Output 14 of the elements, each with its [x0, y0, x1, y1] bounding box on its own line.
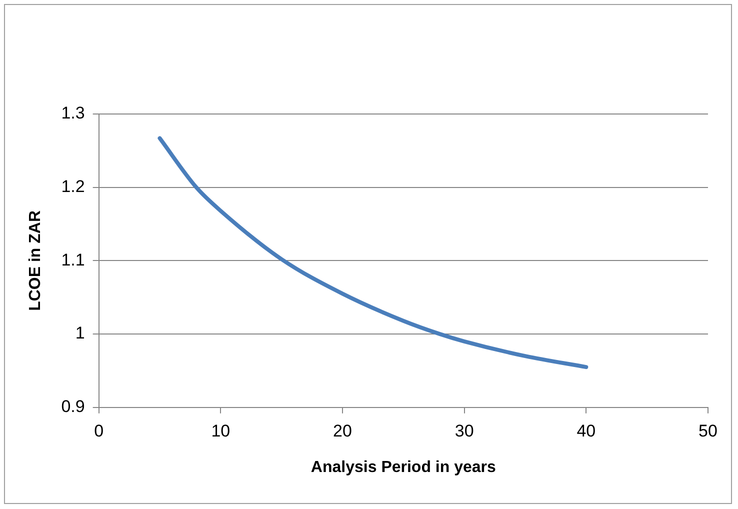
x-tick-label: 0	[94, 421, 104, 440]
x-tick-label: 50	[698, 421, 718, 440]
x-tick-label: 10	[211, 421, 230, 440]
x-tick-label: 20	[333, 421, 352, 440]
y-axis-title: LCOE in ZAR	[27, 210, 44, 311]
x-axis-title: Analysis Period in years	[310, 458, 496, 476]
y-tick-label: 1.3	[61, 104, 85, 123]
x-tick-label: 40	[576, 421, 596, 440]
y-tick-label: 1.1	[61, 250, 85, 270]
y-tick-label: 1	[75, 324, 85, 343]
y-tick-label: 0.9	[61, 397, 85, 416]
x-tick-label: 30	[454, 421, 474, 440]
y-tick-label: 1.2	[61, 177, 85, 196]
line-series	[158, 136, 588, 370]
